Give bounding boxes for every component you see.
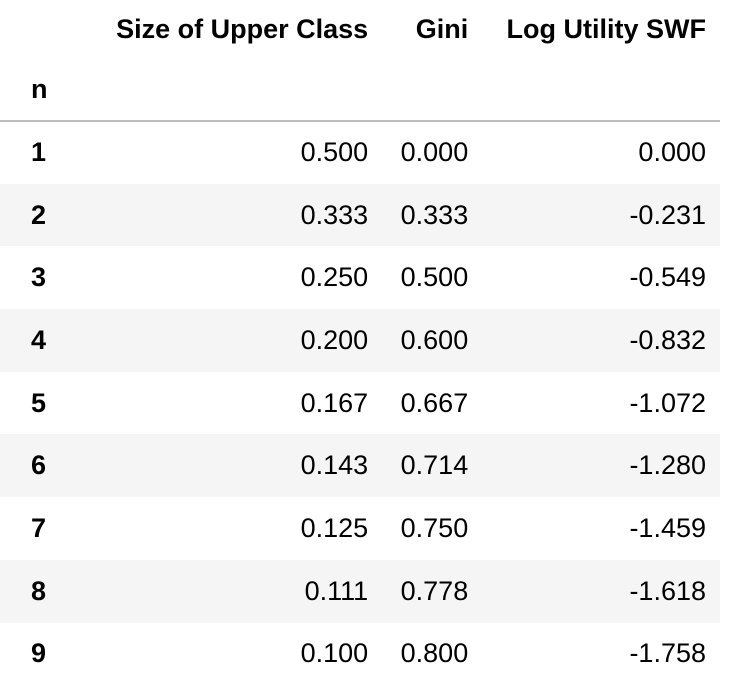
cell-log-utility-swf: -0.231 — [468, 184, 720, 247]
table-row: 3 0.250 0.500 -0.549 — [0, 246, 720, 309]
cell-gini: 0.750 — [368, 497, 468, 560]
cell-gini: 0.778 — [368, 560, 468, 623]
index-row-empty-cell — [368, 58, 468, 121]
row-index: 8 — [0, 560, 83, 623]
table-row: 9 0.100 0.800 -1.758 — [0, 623, 720, 685]
row-index: 5 — [0, 372, 83, 435]
cell-size-of-upper-class: 0.250 — [83, 246, 368, 309]
table-header: Size of Upper Class Gini Log Utility SWF… — [0, 0, 720, 121]
cell-log-utility-swf: -1.758 — [468, 623, 720, 685]
cell-log-utility-swf: -1.280 — [468, 434, 720, 497]
cell-size-of-upper-class: 0.111 — [83, 560, 368, 623]
cell-log-utility-swf: 0.000 — [468, 121, 720, 184]
index-row-empty-cell — [468, 58, 720, 121]
row-index: 1 — [0, 121, 83, 184]
cell-log-utility-swf: -0.549 — [468, 246, 720, 309]
row-index: 9 — [0, 623, 83, 685]
cell-gini: 0.667 — [368, 372, 468, 435]
row-index: 4 — [0, 309, 83, 372]
cell-size-of-upper-class: 0.500 — [83, 121, 368, 184]
cell-log-utility-swf: -1.072 — [468, 372, 720, 435]
row-index: 3 — [0, 246, 83, 309]
cell-gini: 0.333 — [368, 184, 468, 247]
cell-gini: 0.800 — [368, 623, 468, 685]
column-header-size-of-upper-class: Size of Upper Class — [83, 0, 368, 58]
cell-size-of-upper-class: 0.200 — [83, 309, 368, 372]
dataframe-table: Size of Upper Class Gini Log Utility SWF… — [0, 0, 720, 685]
table-row: 8 0.111 0.778 -1.618 — [0, 560, 720, 623]
table-row: 1 0.500 0.000 0.000 — [0, 121, 720, 184]
cell-size-of-upper-class: 0.167 — [83, 372, 368, 435]
column-header-log-utility-swf: Log Utility SWF — [468, 0, 720, 58]
cell-gini: 0.500 — [368, 246, 468, 309]
cell-gini: 0.000 — [368, 121, 468, 184]
table-body: 1 0.500 0.000 0.000 2 0.333 0.333 -0.231… — [0, 121, 720, 685]
row-index: 2 — [0, 184, 83, 247]
table-row: 5 0.167 0.667 -1.072 — [0, 372, 720, 435]
cell-size-of-upper-class: 0.143 — [83, 434, 368, 497]
row-index: 6 — [0, 434, 83, 497]
cell-size-of-upper-class: 0.100 — [83, 623, 368, 685]
cell-size-of-upper-class: 0.125 — [83, 497, 368, 560]
row-index: 7 — [0, 497, 83, 560]
index-name-row: n — [0, 58, 720, 121]
table-row: 7 0.125 0.750 -1.459 — [0, 497, 720, 560]
cell-size-of-upper-class: 0.333 — [83, 184, 368, 247]
dataframe-table-container: Size of Upper Class Gini Log Utility SWF… — [0, 0, 720, 685]
cell-log-utility-swf: -1.618 — [468, 560, 720, 623]
table-row: 2 0.333 0.333 -0.231 — [0, 184, 720, 247]
table-row: 6 0.143 0.714 -1.280 — [0, 434, 720, 497]
cell-log-utility-swf: -0.832 — [468, 309, 720, 372]
cell-gini: 0.714 — [368, 434, 468, 497]
cell-log-utility-swf: -1.459 — [468, 497, 720, 560]
blank-corner-cell — [0, 0, 83, 58]
table-row: 4 0.200 0.600 -0.832 — [0, 309, 720, 372]
index-row-empty-cell — [83, 58, 368, 121]
column-header-row: Size of Upper Class Gini Log Utility SWF — [0, 0, 720, 58]
cell-gini: 0.600 — [368, 309, 468, 372]
column-header-gini: Gini — [368, 0, 468, 58]
index-name-label: n — [0, 58, 83, 121]
